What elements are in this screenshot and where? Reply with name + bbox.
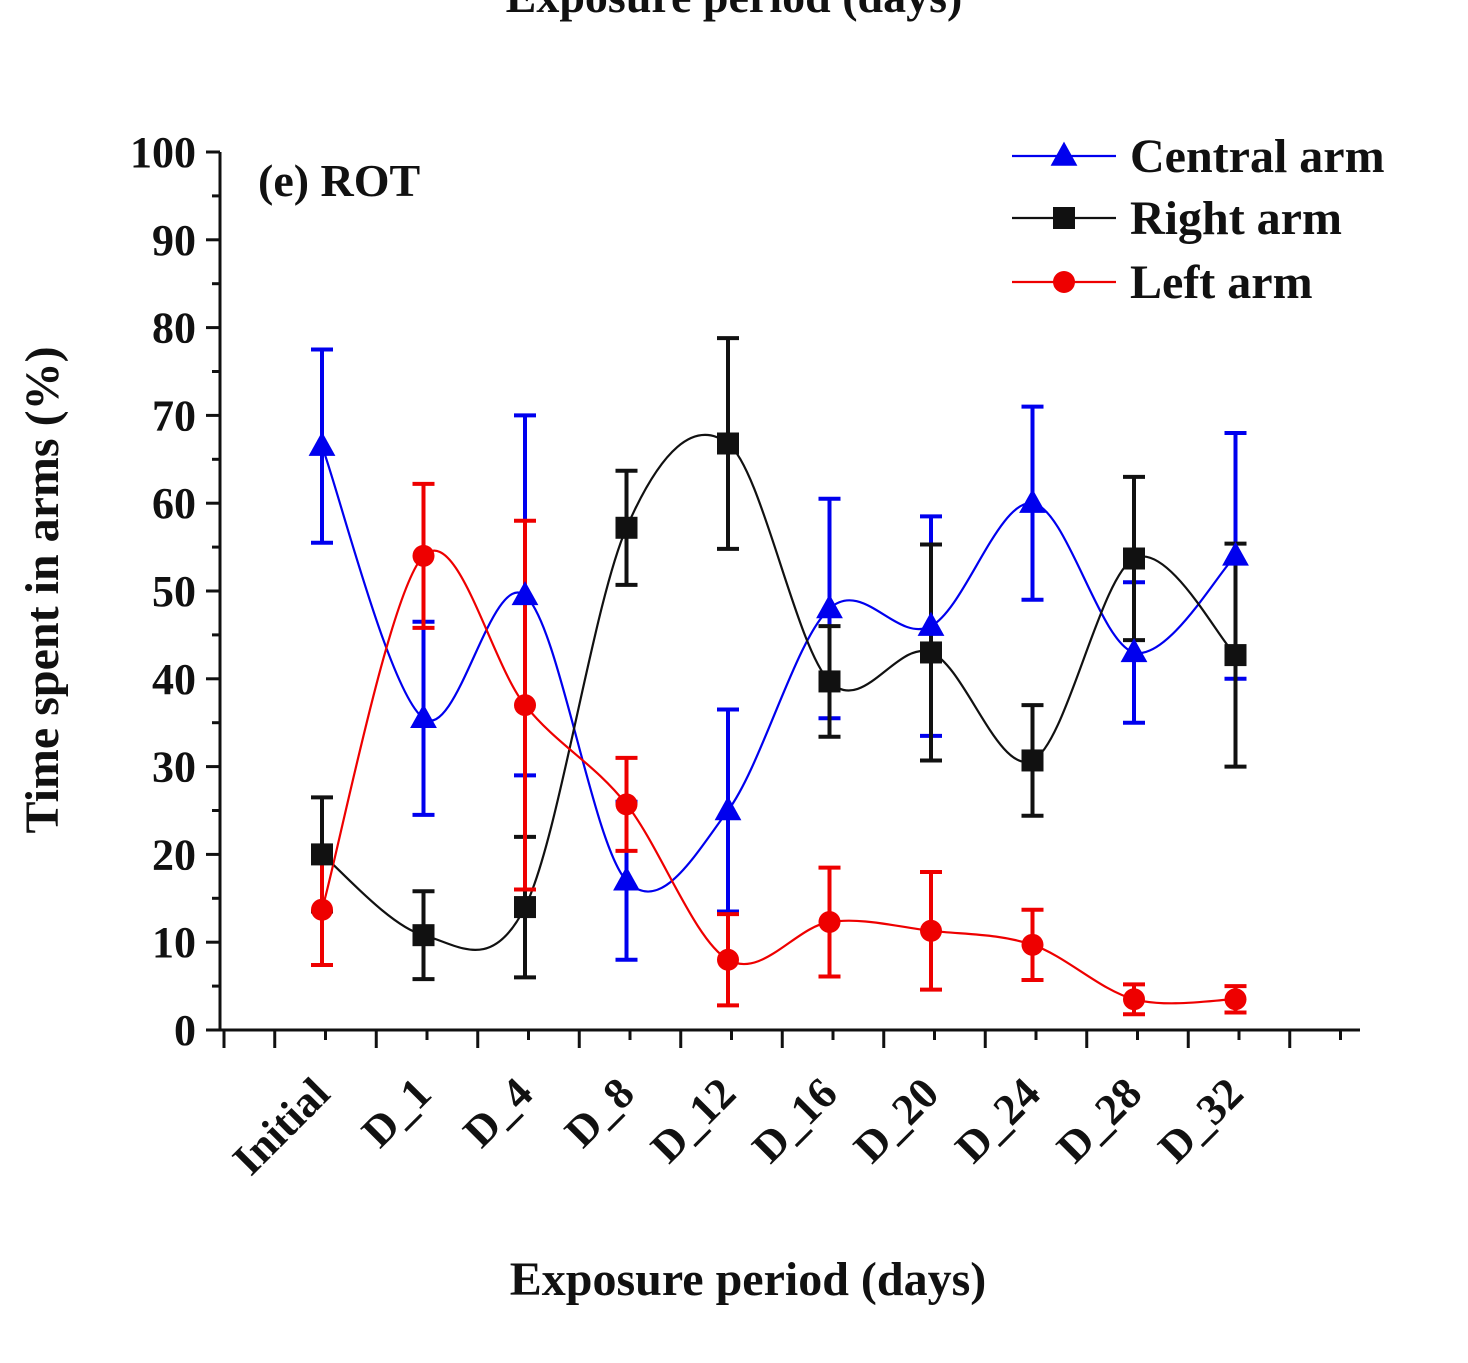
- y-tick-label: 50: [152, 567, 196, 616]
- legend-entry-left-arm: Left arm: [1012, 256, 1313, 309]
- legend-entry-right-arm: Right arm: [1012, 192, 1342, 245]
- point-right-arm-D_4: [514, 896, 536, 919]
- panel-label: (e) ROT: [258, 155, 420, 206]
- cropped-header-fragment: Exposure period (days): [506, 0, 963, 22]
- y-tick-label: 10: [152, 918, 196, 967]
- x-tick-label-Initial: Initial: [223, 1068, 339, 1184]
- point-central-arm-Initial: [308, 431, 336, 456]
- legend: Central arm Right arm Left arm: [1012, 130, 1385, 309]
- y-tick-label: 20: [152, 830, 196, 879]
- error-bars: [311, 336, 1247, 1017]
- y-axis-title: Time spent in arms (%): [16, 346, 69, 833]
- point-central-arm-D_20: [917, 611, 945, 636]
- point-central-arm-D_8: [613, 866, 640, 891]
- point-left-arm-Initial: [311, 898, 333, 921]
- point-left-arm-D_8: [615, 793, 638, 816]
- point-right-arm-D_16: [818, 670, 841, 693]
- point-right-arm-D_8: [615, 516, 638, 539]
- legend-label: Right arm: [1130, 192, 1342, 245]
- point-left-arm-D_20: [920, 919, 942, 942]
- legend-marker: [1050, 141, 1078, 166]
- point-left-arm-D_28: [1123, 988, 1145, 1011]
- y-tick-label: 40: [152, 655, 196, 704]
- point-central-arm-D_24: [1019, 488, 1046, 513]
- x-tick-label-D_8: D_8: [555, 1068, 643, 1156]
- point-left-arm-D_12: [717, 948, 739, 971]
- point-left-arm-D_32: [1224, 988, 1247, 1011]
- point-central-arm-D_1: [410, 703, 437, 729]
- y-tick-label: 0: [174, 1006, 196, 1055]
- y-tick-label: 100: [130, 128, 196, 177]
- y-tick-label: 70: [152, 391, 196, 440]
- line-right-arm: [321, 433, 1237, 951]
- point-left-arm-D_24: [1021, 933, 1044, 956]
- point-central-arm-D_32: [1222, 541, 1249, 566]
- point-right-arm-D_1: [412, 924, 435, 947]
- y-tick-label: 60: [152, 479, 196, 528]
- point-central-arm-D_16: [816, 594, 843, 619]
- y-tick-label: 90: [152, 216, 196, 265]
- x-tick-label-D_4: D_4: [454, 1068, 542, 1156]
- legend-label: Left arm: [1130, 256, 1313, 309]
- x-tick-label-D_32: D_32: [1149, 1068, 1253, 1172]
- point-right-arm-D_28: [1123, 547, 1145, 570]
- point-right-arm-D_24: [1021, 749, 1044, 772]
- y-tick-label: 80: [152, 304, 196, 353]
- legend-label: Central arm: [1130, 130, 1385, 183]
- point-central-arm-D_28: [1120, 638, 1148, 663]
- line-central-arm: [320, 445, 1237, 893]
- legend-entry-central-arm: Central arm: [1012, 130, 1385, 183]
- point-right-arm-D_12: [717, 432, 739, 455]
- series-curves: [320, 433, 1237, 1005]
- x-tick-label-D_16: D_16: [743, 1068, 847, 1172]
- point-right-arm-Initial: [311, 843, 333, 866]
- point-right-arm-D_32: [1224, 644, 1247, 667]
- x-tick-label-D_28: D_28: [1047, 1068, 1151, 1172]
- point-left-arm-D_16: [818, 911, 841, 934]
- x-tick-label-D_1: D_1: [352, 1068, 440, 1156]
- x-tick-label-D_24: D_24: [946, 1068, 1050, 1172]
- data-markers: [308, 431, 1249, 1011]
- legend-marker: [1053, 207, 1075, 229]
- point-left-arm-D_1: [412, 544, 435, 567]
- point-left-arm-D_4: [514, 694, 536, 717]
- point-central-arm-D_12: [714, 796, 742, 821]
- point-central-arm-D_4: [511, 581, 539, 606]
- x-tick-label-D_20: D_20: [844, 1068, 948, 1172]
- legend-marker: [1053, 271, 1075, 293]
- x-tick-label-D_12: D_12: [641, 1068, 745, 1172]
- point-right-arm-D_20: [920, 641, 942, 664]
- y-tick-label: 30: [152, 743, 196, 792]
- x-axis-title: Exposure period (days): [510, 1253, 987, 1306]
